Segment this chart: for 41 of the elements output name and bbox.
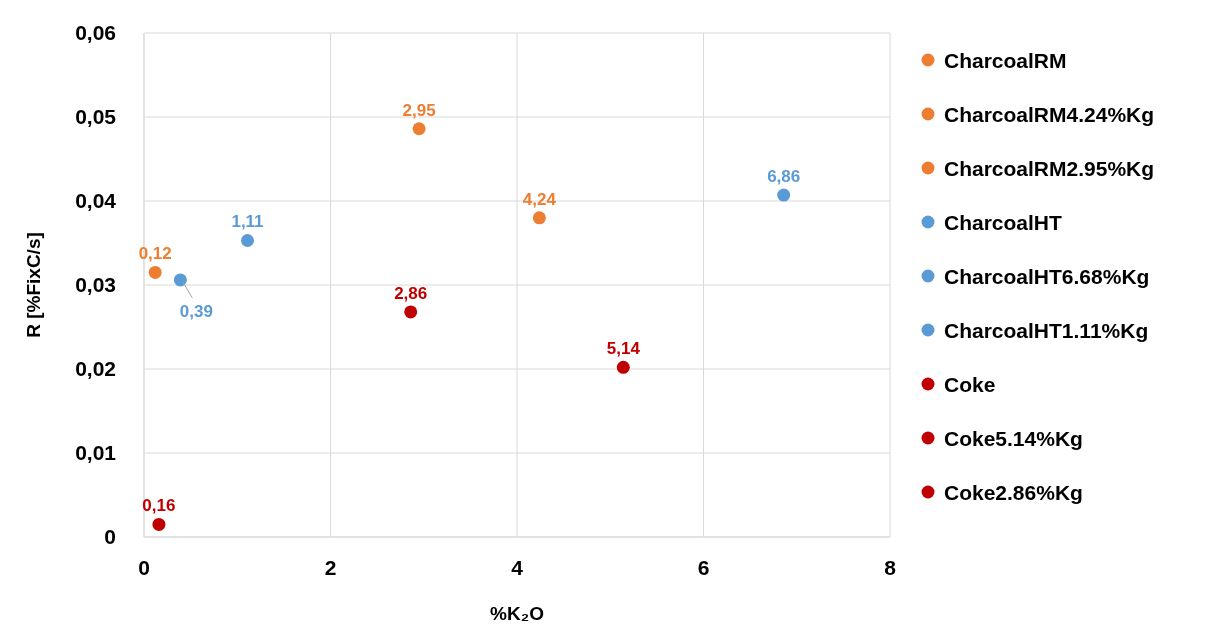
legend-label: Coke (944, 373, 996, 396)
x-axis-title: %K₂O (490, 603, 544, 624)
x-tick-label: 0 (138, 556, 150, 579)
legend-label: CharcoalRM (944, 49, 1067, 72)
x-tick-label: 6 (697, 556, 710, 579)
point (532, 211, 546, 225)
point (173, 273, 187, 287)
legend-label: Coke5.14%Kg (944, 427, 1083, 450)
annotation: 0,12 (138, 244, 172, 264)
y-tick-label: 0,06 (75, 21, 116, 44)
point (152, 517, 166, 531)
legend-label: CharcoalRM2.95%Kg (944, 157, 1155, 180)
annotation: 2,86 (394, 283, 428, 303)
legend-label: Coke2.86%Kg (944, 481, 1083, 504)
legend-label: CharcoalHT1.11%Kg (944, 319, 1149, 342)
annotation: 2,95 (402, 100, 436, 120)
y-tick-label: 0 (104, 525, 116, 548)
annotation: 4,24 (522, 189, 557, 209)
point (148, 265, 162, 279)
y-axis-title: R [%FixC/s] (23, 232, 44, 338)
annotation: 6,86 (767, 167, 801, 187)
y-tick-label: 0,01 (75, 441, 117, 464)
legend-label: CharcoalHT6.68%Kg (944, 265, 1150, 288)
annotation: 1,11 (231, 212, 264, 232)
point (777, 188, 791, 202)
x-tick-label: 8 (884, 556, 897, 579)
y-tick-label: 0,04 (75, 189, 117, 212)
point (404, 305, 418, 319)
legend-label: CharcoalHT (944, 211, 1063, 234)
annotation: 5,14 (606, 339, 641, 359)
y-tick-label: 0,02 (75, 357, 116, 380)
y-tick-label: 0,05 (75, 105, 117, 128)
point (412, 122, 426, 136)
point (241, 233, 255, 247)
annotation: 0,16 (142, 496, 176, 516)
y-tick-label: 0,03 (75, 273, 116, 296)
annotation: 0,39 (179, 301, 213, 321)
x-tick-label: 2 (324, 556, 337, 579)
point (616, 360, 630, 374)
legend-label: CharcoalRM4.24%Kg (944, 103, 1155, 126)
x-tick-label: 4 (511, 556, 524, 579)
